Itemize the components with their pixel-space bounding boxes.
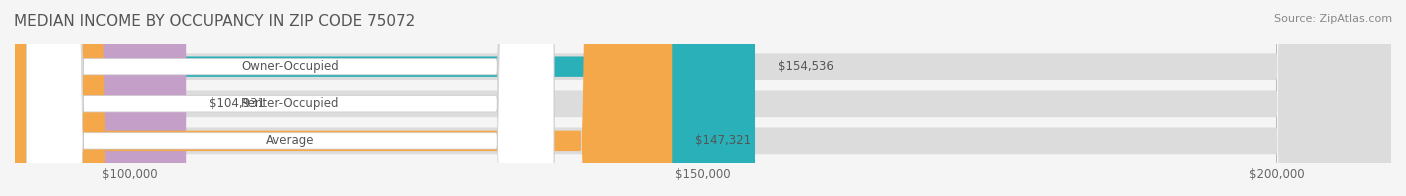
FancyBboxPatch shape bbox=[15, 0, 1391, 196]
Text: Average: Average bbox=[266, 134, 315, 147]
Text: $104,931: $104,931 bbox=[209, 97, 266, 110]
Text: MEDIAN INCOME BY OCCUPANCY IN ZIP CODE 75072: MEDIAN INCOME BY OCCUPANCY IN ZIP CODE 7… bbox=[14, 14, 415, 29]
FancyBboxPatch shape bbox=[15, 0, 755, 196]
FancyBboxPatch shape bbox=[27, 0, 554, 196]
Text: Source: ZipAtlas.com: Source: ZipAtlas.com bbox=[1274, 14, 1392, 24]
FancyBboxPatch shape bbox=[15, 0, 1391, 196]
Text: $154,536: $154,536 bbox=[778, 60, 834, 73]
FancyBboxPatch shape bbox=[27, 0, 554, 196]
Text: Renter-Occupied: Renter-Occupied bbox=[240, 97, 339, 110]
Text: Owner-Occupied: Owner-Occupied bbox=[242, 60, 339, 73]
FancyBboxPatch shape bbox=[27, 0, 554, 196]
FancyBboxPatch shape bbox=[15, 0, 672, 196]
Text: $147,321: $147,321 bbox=[695, 134, 751, 147]
FancyBboxPatch shape bbox=[15, 0, 1391, 196]
FancyBboxPatch shape bbox=[15, 0, 186, 196]
